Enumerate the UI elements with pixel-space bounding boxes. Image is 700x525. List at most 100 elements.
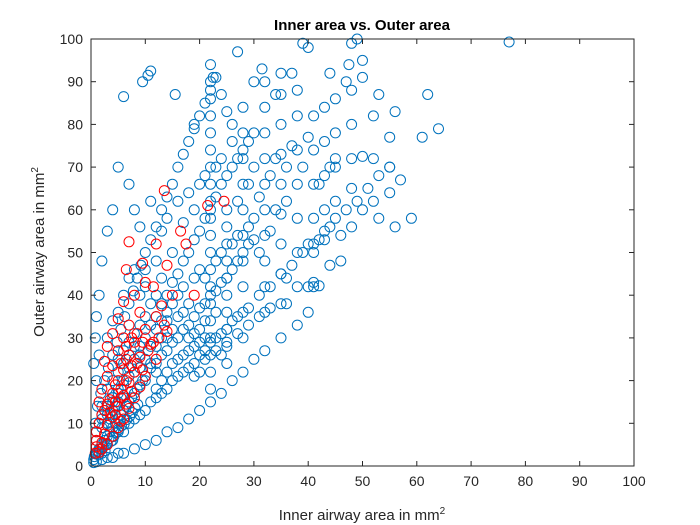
point-all-350 [210,255,222,267]
point-all-261 [389,221,401,233]
point-all-63 [215,178,227,190]
point-all-189 [259,76,271,88]
point-all-197 [275,89,287,100]
point-all-374 [177,306,189,318]
point-highlighted-81 [126,385,138,397]
point-all-451 [110,427,122,439]
point-all-280 [259,345,271,357]
point-all-355 [248,212,260,224]
point-all-348 [194,264,206,276]
point-highlighted-89 [115,415,127,427]
point-highlighted-30 [134,351,146,363]
y-axis-label: Outer airway area in mm2 [30,167,48,337]
point-highlighted-16 [134,306,146,318]
point-all-363 [118,289,130,301]
x-tick-label-7: 70 [463,473,479,489]
point-highlighted-26 [145,338,157,350]
point-highlighted-77 [137,364,149,376]
point-all-307 [88,358,100,369]
point-all-150 [205,212,216,224]
point-all-282 [237,366,249,378]
point-all-103 [161,383,173,395]
point-highlighted-36 [139,370,151,382]
point-all-438 [188,370,200,382]
point-all-138 [221,106,233,118]
point-all-57 [183,247,195,258]
point-all-353 [232,229,244,241]
point-highlighted-22 [161,326,173,337]
point-all-128 [166,178,178,190]
point-all-233 [389,106,401,118]
y-tick-label-7: 70 [67,159,83,175]
point-all-285 [205,396,216,408]
point-all-349 [199,272,211,284]
point-all-299 [112,447,124,459]
point-all-273 [308,276,320,288]
point-all-190 [275,298,287,310]
point-highlighted-45 [93,396,105,408]
point-highlighted-56 [99,428,111,440]
point-all-275 [324,259,336,271]
point-all-244 [169,89,181,100]
point-all-230 [367,110,379,122]
point-highlighted-3 [218,195,230,207]
x-tick-label-10: 100 [622,473,646,489]
point-all-108 [215,328,227,340]
point-highlighted-79 [115,383,127,395]
point-all-267 [346,221,358,233]
point-highlighted-41 [96,383,108,395]
point-all-163 [221,306,233,318]
point-all-346 [183,298,195,310]
point-all-425 [172,353,184,365]
point-all-431 [199,353,211,365]
point-all-30 [199,298,211,310]
point-all-228 [367,195,379,207]
point-all-213 [319,204,330,216]
point-all-268 [357,204,368,216]
point-all-69 [248,127,260,139]
point-all-281 [248,353,260,365]
point-highlighted-70 [147,336,159,348]
point-highlighted-83 [109,396,121,408]
point-all-175 [237,204,249,216]
point-all-256 [357,71,368,83]
point-highlighted-27 [101,340,113,352]
point-all-240 [118,91,130,103]
point-all-208 [308,212,320,224]
point-all-271 [281,272,292,284]
point-highlighted-8 [137,257,149,269]
point-all-141 [205,366,216,378]
point-all-232 [384,131,396,143]
point-highlighted-15 [118,296,130,308]
point-all-316 [156,225,168,237]
point-all-236 [422,89,434,100]
point-all-245 [188,118,200,130]
point-all-265 [324,221,336,233]
point-all-326 [215,153,227,165]
x-axis-label-superscript: 2 [440,506,446,517]
point-all-435 [243,319,254,331]
point-all-202 [291,178,303,190]
point-highlighted-84 [115,392,127,404]
point-all-20 [145,362,157,374]
point-all-368 [145,298,157,310]
point-highlighted-4 [202,200,214,211]
point-all-200 [291,247,303,258]
point-all-334 [281,161,292,173]
point-all-259 [357,150,368,162]
point-all-319 [172,195,184,207]
point-all-157 [205,93,216,105]
point-all-375 [183,332,195,344]
point-all-152 [205,178,216,190]
point-all-201 [291,212,303,224]
point-all-184 [259,204,271,216]
point-all-333 [270,153,282,165]
point-all-176 [237,178,249,190]
point-highlighted-75 [126,360,138,372]
point-all-248 [248,76,260,88]
point-all-198 [275,67,287,79]
point-all-156 [205,110,216,122]
point-all-135 [205,84,216,96]
point-all-104 [172,370,184,382]
point-all-145 [205,298,216,310]
